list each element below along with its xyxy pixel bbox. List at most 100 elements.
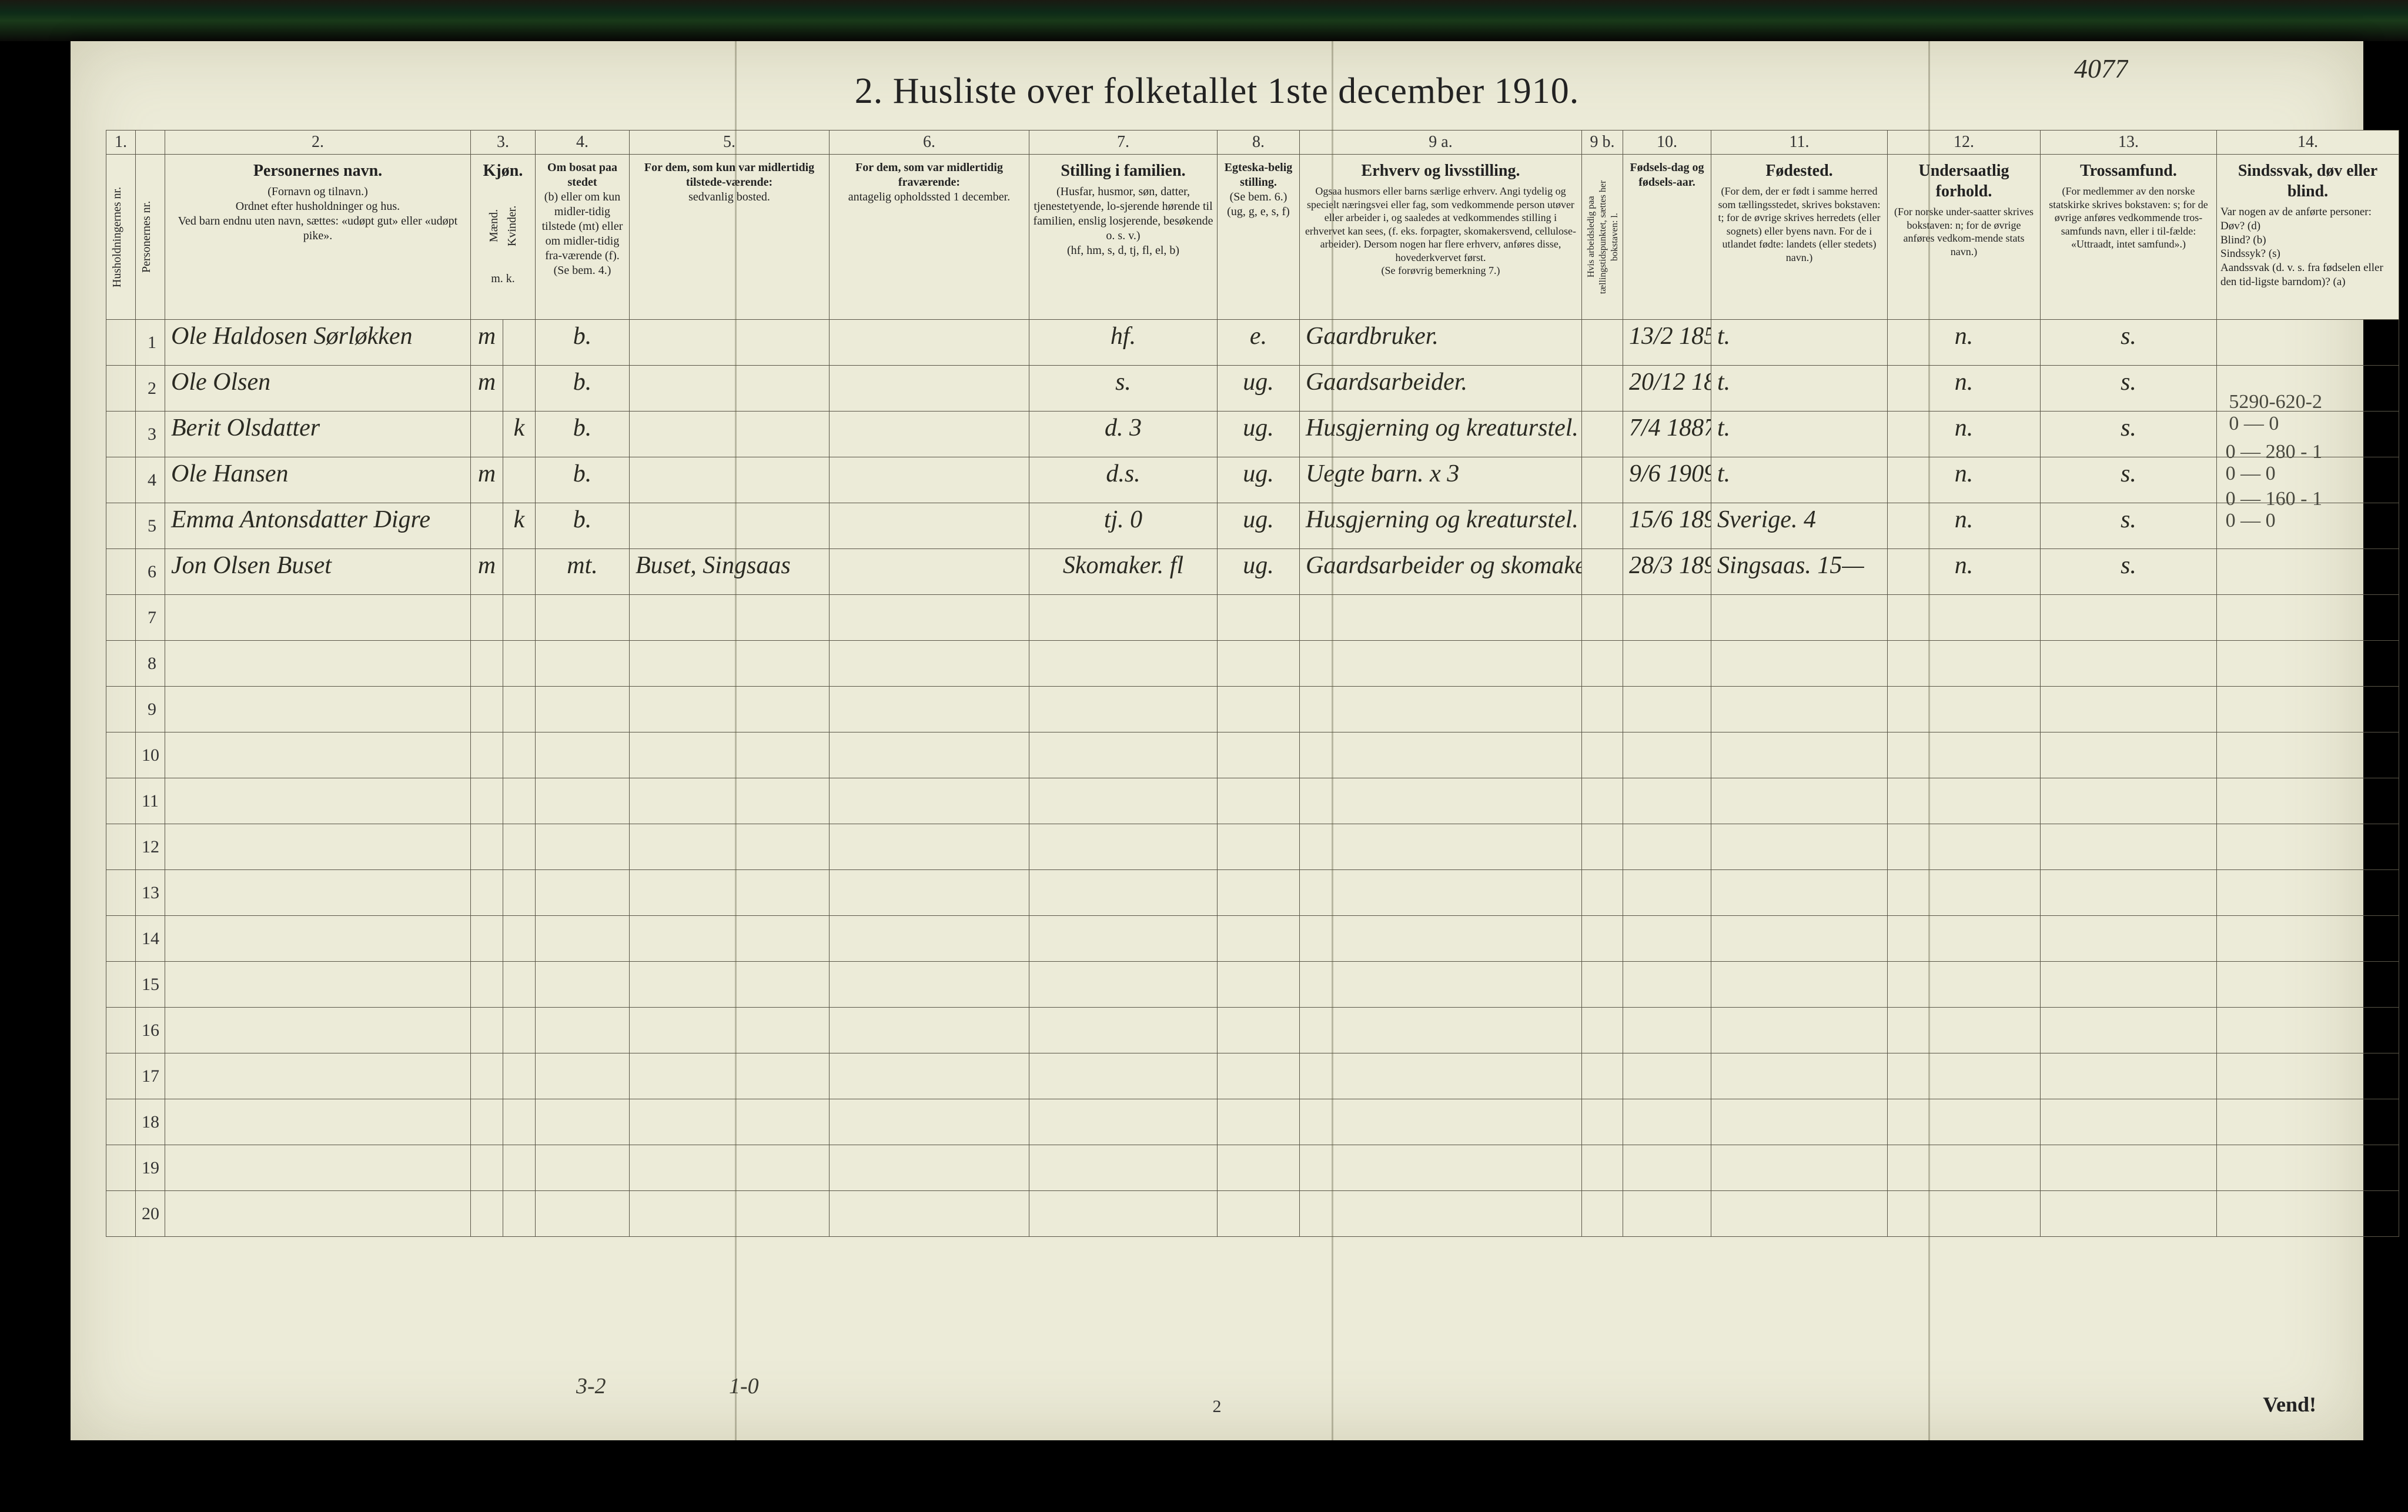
empty-cell bbox=[1218, 1099, 1300, 1145]
empty-cell bbox=[1623, 1145, 1711, 1191]
empty-cell bbox=[471, 1145, 503, 1191]
table-row-empty: 15 bbox=[106, 962, 2399, 1008]
hdr-sindssvak: Sindssvak, døv eller blind. Var nogen av… bbox=[2217, 155, 2399, 320]
cell-famrel: d.s. bbox=[1029, 457, 1218, 503]
empty-cell bbox=[1300, 1053, 1582, 1099]
hdr-trossamfund: Trossamfund. (For medlemmer av den norsk… bbox=[2041, 155, 2217, 320]
page-number: 2 bbox=[1213, 1397, 1222, 1417]
empty-cell bbox=[1582, 595, 1623, 641]
empty-cell bbox=[1582, 916, 1623, 962]
colnum: 9 a. bbox=[1300, 131, 1582, 155]
empty-cell bbox=[1582, 824, 1623, 870]
empty-cell bbox=[1218, 962, 1300, 1008]
empty-cell bbox=[1218, 1008, 1300, 1053]
empty-cell bbox=[1029, 824, 1218, 870]
empty-cell bbox=[1711, 732, 1888, 778]
empty-cell bbox=[2041, 1191, 2217, 1237]
hushold-nr bbox=[106, 457, 136, 503]
empty-cell bbox=[630, 1145, 830, 1191]
empty-cell bbox=[1582, 1008, 1623, 1053]
empty-cell bbox=[830, 595, 1029, 641]
colnum: 10. bbox=[1623, 131, 1711, 155]
hushold-nr bbox=[106, 916, 136, 962]
empty-cell bbox=[536, 1099, 630, 1145]
empty-cell bbox=[1711, 687, 1888, 732]
empty-cell bbox=[830, 962, 1029, 1008]
empty-cell bbox=[1711, 1008, 1888, 1053]
table-row-empty: 17 bbox=[106, 1053, 2399, 1099]
person-nr: 17 bbox=[136, 1053, 165, 1099]
empty-cell bbox=[1300, 870, 1582, 916]
empty-cell bbox=[1711, 1145, 1888, 1191]
cell-nationality: n. bbox=[1888, 457, 2041, 503]
table-row-empty: 12 bbox=[106, 824, 2399, 870]
empty-cell bbox=[1218, 824, 1300, 870]
hdr-egteskab: Egteska-belig stilling. (Se bem. 6.) (ug… bbox=[1218, 155, 1300, 320]
empty-cell bbox=[830, 1099, 1029, 1145]
empty-cell bbox=[2041, 641, 2217, 687]
person-nr: 16 bbox=[136, 1008, 165, 1053]
cell-famrel: tj. 0 bbox=[1029, 503, 1218, 549]
hdr-kjon: Kjøn. Mænd. Kvinder. m. k. bbox=[471, 155, 536, 320]
hushold-nr bbox=[106, 412, 136, 457]
table-row-empty: 18 bbox=[106, 1099, 2399, 1145]
empty-cell bbox=[1888, 732, 2041, 778]
empty-cell bbox=[1711, 1191, 1888, 1237]
empty-cell bbox=[1711, 1053, 1888, 1099]
empty-cell bbox=[1300, 732, 1582, 778]
empty-cell bbox=[503, 1145, 536, 1191]
empty-cell bbox=[630, 595, 830, 641]
empty-cell bbox=[471, 778, 503, 824]
table-row: 6Jon Olsen Busetmmt.Buset, SingsaasSkoma… bbox=[106, 549, 2399, 595]
empty-cell bbox=[1711, 641, 1888, 687]
empty-cell bbox=[830, 1145, 1029, 1191]
empty-cell bbox=[630, 687, 830, 732]
empty-cell bbox=[2041, 595, 2217, 641]
person-nr: 12 bbox=[136, 824, 165, 870]
cell-marital: e. bbox=[1218, 320, 1300, 366]
cell-marital: ug. bbox=[1218, 457, 1300, 503]
cell-marital: ug. bbox=[1218, 503, 1300, 549]
cell-female bbox=[503, 366, 536, 412]
empty-cell bbox=[1623, 595, 1711, 641]
cell-religion: s. bbox=[2041, 366, 2217, 412]
empty-cell bbox=[2217, 962, 2399, 1008]
cell-unemployed bbox=[1582, 457, 1623, 503]
colnum: 13. bbox=[2041, 131, 2217, 155]
empty-cell bbox=[1888, 778, 2041, 824]
empty-cell bbox=[1711, 778, 1888, 824]
empty-cell bbox=[1029, 1053, 1218, 1099]
empty-cell bbox=[165, 1053, 471, 1099]
empty-cell bbox=[471, 732, 503, 778]
cell-male: m bbox=[471, 320, 503, 366]
person-nr: 14 bbox=[136, 916, 165, 962]
empty-cell bbox=[1218, 1053, 1300, 1099]
empty-cell bbox=[2217, 1008, 2399, 1053]
empty-cell bbox=[536, 732, 630, 778]
cell-nationality: n. bbox=[1888, 549, 2041, 595]
table-row: 1Ole Haldosen Sørløkkenmb.hf.e.Gaardbruk… bbox=[106, 320, 2399, 366]
empty-cell bbox=[165, 870, 471, 916]
vend-label: Vend! bbox=[2263, 1392, 2316, 1417]
cell-famrel: s. bbox=[1029, 366, 1218, 412]
cell-religion: s. bbox=[2041, 503, 2217, 549]
empty-cell bbox=[1888, 1053, 2041, 1099]
empty-cell bbox=[1582, 732, 1623, 778]
colnum: 7. bbox=[1029, 131, 1218, 155]
cell-away-from bbox=[630, 503, 830, 549]
empty-cell bbox=[165, 778, 471, 824]
empty-cell bbox=[1711, 916, 1888, 962]
cell-name: Ole Olsen bbox=[165, 366, 471, 412]
colnum bbox=[136, 131, 165, 155]
hushold-nr bbox=[106, 1053, 136, 1099]
empty-cell bbox=[1029, 595, 1218, 641]
empty-cell bbox=[536, 778, 630, 824]
empty-cell bbox=[503, 732, 536, 778]
empty-cell bbox=[1218, 595, 1300, 641]
cell-dob: 7/4 1887. bbox=[1623, 412, 1711, 457]
empty-cell bbox=[165, 824, 471, 870]
cell-religion: s. bbox=[2041, 549, 2217, 595]
empty-cell bbox=[2041, 1145, 2217, 1191]
empty-cell bbox=[830, 641, 1029, 687]
empty-cell bbox=[503, 595, 536, 641]
